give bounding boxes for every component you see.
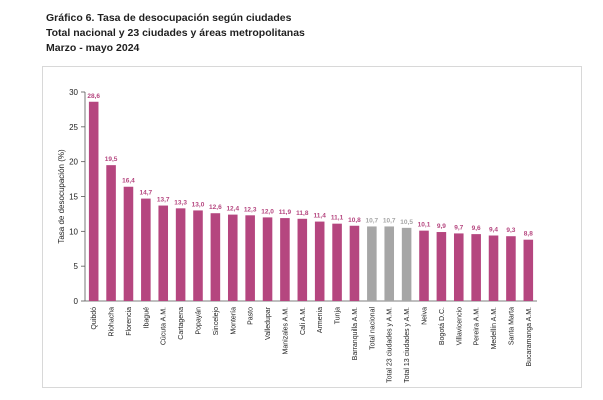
y-tick-label: 25 xyxy=(69,123,78,132)
bar-value-label: 9,4 xyxy=(489,227,498,234)
bar xyxy=(453,233,464,301)
y-tick-label: 5 xyxy=(74,262,79,271)
bar-value-label: 13,3 xyxy=(174,199,187,206)
bar xyxy=(384,226,395,301)
bar-value-label: 10,1 xyxy=(418,222,431,229)
bar xyxy=(158,205,169,301)
bar-value-label: 11,1 xyxy=(331,215,344,222)
bar-value-label: 28,6 xyxy=(87,93,100,100)
bar xyxy=(227,214,238,301)
bar-value-label: 13,0 xyxy=(192,201,205,208)
x-tick-label: Total 23 ciudades y A.M. xyxy=(387,307,394,383)
bar-value-label: 12,0 xyxy=(261,208,274,215)
bar xyxy=(280,218,290,301)
bar-value-label: 19,5 xyxy=(105,156,118,163)
x-tick-label: Florencia xyxy=(126,307,133,336)
bar xyxy=(245,215,255,301)
x-tick-label: Valledupar xyxy=(265,306,272,340)
x-tick-label: Barranquilla A.M. xyxy=(352,307,359,360)
x-tick-label: Pereira A.M. xyxy=(474,307,481,346)
chart-header: Gráfico 6. Tasa de desocupación según ci… xyxy=(46,11,305,56)
bar xyxy=(262,217,273,301)
bar xyxy=(523,239,534,301)
bar-value-label: 16,4 xyxy=(122,178,135,185)
x-tick-label: Popayán xyxy=(196,307,203,335)
x-tick-label: Pasto xyxy=(248,307,255,325)
bar-value-label: 10,7 xyxy=(383,217,396,224)
x-tick-label: Montería xyxy=(230,307,237,335)
x-tick-label: Total nacional xyxy=(369,307,376,350)
x-tick-label: Cartagena xyxy=(178,307,185,340)
x-tick-label: Total 13 ciudades y A.M. xyxy=(404,307,411,383)
bar-value-label: 9,3 xyxy=(506,227,515,234)
bar xyxy=(297,218,308,301)
bar xyxy=(349,225,360,301)
x-tick-label: Riohacha xyxy=(109,307,116,337)
x-tick-label: Manizales A.M. xyxy=(282,307,289,355)
x-tick-label: Armenia xyxy=(317,307,324,333)
bar xyxy=(471,234,481,301)
y-tick-label: 15 xyxy=(69,193,78,202)
bar xyxy=(367,226,377,301)
bar-value-label: 14,7 xyxy=(140,190,153,197)
bar-value-label: 12,6 xyxy=(209,204,222,211)
x-tick-label: Santa Marta xyxy=(508,307,515,345)
bar xyxy=(193,210,203,301)
bar-value-label: 11,8 xyxy=(296,210,309,217)
x-tick-label: Cali A.M. xyxy=(300,307,307,335)
bar xyxy=(175,208,186,301)
x-tick-label: Bucaramanga A.M. xyxy=(526,307,533,367)
y-tick-label: 10 xyxy=(69,227,78,236)
bar-value-label: 9,9 xyxy=(437,223,446,230)
bar-value-label: 11,9 xyxy=(279,209,292,216)
chart-frame xyxy=(42,66,582,388)
x-tick-label: Cúcuta A.M. xyxy=(161,307,168,345)
x-tick-label: Villavicencio xyxy=(456,307,463,345)
x-tick-label: Quibdó xyxy=(91,307,98,330)
bar-value-label: 10,7 xyxy=(366,217,379,224)
bar xyxy=(401,227,412,301)
x-tick-label: Bogotá D.C. xyxy=(439,307,446,345)
x-tick-label: Medellín A.M. xyxy=(491,307,498,349)
bar xyxy=(88,101,99,302)
chart-period: Marzo - mayo 2024 xyxy=(46,42,140,54)
bar xyxy=(314,221,325,301)
x-tick-label: Tunja xyxy=(335,307,342,324)
bar-value-label: 9,6 xyxy=(472,225,481,232)
bar-value-label: 8,8 xyxy=(524,231,533,238)
bar xyxy=(210,213,221,301)
y-tick-label: 30 xyxy=(69,88,78,97)
bar-value-label: 12,3 xyxy=(244,206,257,213)
x-tick-label: Ibagué xyxy=(143,307,150,329)
bar xyxy=(419,230,429,301)
chart-subtitle: Total nacional y 23 ciudades y áreas met… xyxy=(46,27,305,39)
chart-title: Gráfico 6. Tasa de desocupación según ci… xyxy=(46,12,292,24)
bar xyxy=(106,165,116,301)
bar-value-label: 10,8 xyxy=(348,217,361,224)
bar xyxy=(436,232,447,301)
bar-value-label: 10,5 xyxy=(400,219,413,226)
bar xyxy=(506,236,516,301)
bar-value-label: 9,7 xyxy=(454,224,463,231)
bar xyxy=(332,223,342,301)
bar xyxy=(488,235,499,301)
bar xyxy=(123,186,134,301)
bar-value-label: 13,7 xyxy=(157,197,170,204)
y-axis-title: Tasa de desocupación (%) xyxy=(57,149,66,244)
x-tick-label: Sincelejo xyxy=(213,307,220,336)
bar-value-label: 12,4 xyxy=(226,206,239,213)
y-tick-label: 20 xyxy=(69,158,78,167)
y-tick-label: 0 xyxy=(74,297,79,306)
bar-value-label: 11,4 xyxy=(314,213,327,220)
x-tick-label: Neiva xyxy=(422,307,429,325)
bar xyxy=(141,198,151,301)
